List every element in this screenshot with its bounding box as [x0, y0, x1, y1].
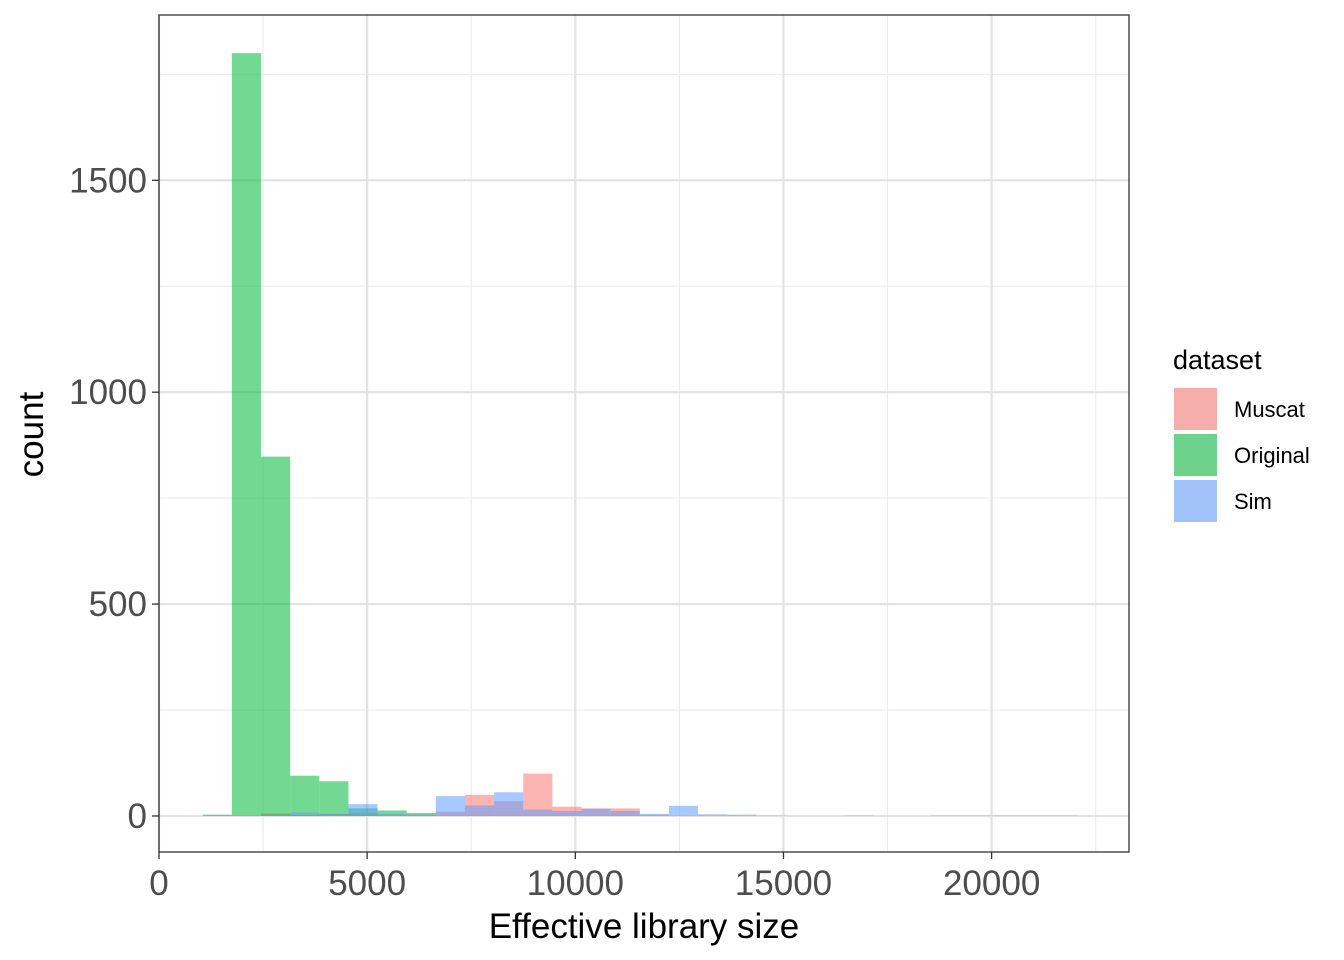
grid-minor — [159, 15, 1129, 852]
legend-swatch — [1174, 434, 1217, 476]
bar-original — [377, 810, 407, 816]
series-original — [202, 53, 436, 816]
bar-sim — [348, 804, 378, 816]
bar-muscat — [523, 773, 553, 816]
legend-item-original: Original — [1174, 434, 1310, 476]
y-axis-title: count — [12, 391, 51, 477]
bar-sim — [727, 814, 757, 816]
bar-sim — [639, 813, 669, 816]
series-sim — [290, 792, 1077, 816]
x-tick-label: 5000 — [328, 864, 406, 903]
legend: dataset Muscat Original Sim — [1173, 345, 1310, 522]
x-axis: 0 5000 10000 15000 20000 — [149, 852, 1040, 903]
legend-swatch — [1174, 388, 1217, 430]
bar-sim — [610, 810, 640, 816]
y-tick-label: 500 — [89, 585, 147, 624]
legend-label: Original — [1234, 443, 1310, 468]
bar-sim — [406, 814, 436, 816]
bar-sim — [552, 810, 582, 816]
histogram-bars — [202, 53, 1077, 816]
legend-label: Muscat — [1234, 397, 1305, 422]
legend-title: dataset — [1173, 345, 1262, 375]
bar-sim — [464, 805, 495, 816]
bar-original — [231, 53, 261, 816]
bar-sim — [494, 792, 524, 816]
x-tick-label: 10000 — [527, 864, 624, 903]
bar-sim — [435, 796, 465, 816]
bar-sim — [668, 805, 699, 816]
y-tick-label: 1000 — [69, 373, 147, 412]
bar-original — [260, 456, 291, 816]
bar-original — [290, 775, 320, 816]
grid-major — [157, 15, 1129, 852]
bar-sim — [698, 814, 728, 816]
x-tick-label: 20000 — [943, 864, 1040, 903]
y-tick-label: 0 — [128, 797, 147, 836]
x-tick-label: 0 — [149, 864, 168, 903]
bar-sim — [377, 813, 407, 816]
legend-label: Sim — [1234, 489, 1272, 514]
bar-sim — [581, 808, 611, 816]
legend-item-sim: Sim — [1174, 480, 1272, 522]
x-axis-title: Effective library size — [489, 907, 800, 946]
legend-item-muscat: Muscat — [1174, 388, 1305, 430]
bar-original — [202, 814, 232, 816]
x-tick-label: 15000 — [735, 864, 832, 903]
y-axis: 0 500 1000 1500 — [69, 161, 159, 836]
bar-original — [406, 813, 436, 816]
bar-sim — [319, 813, 349, 816]
bar-original — [319, 781, 349, 816]
bar-sim — [523, 809, 553, 816]
y-tick-label: 1500 — [69, 161, 147, 200]
legend-swatch — [1174, 480, 1217, 522]
bar-sim — [290, 812, 320, 816]
panel-border — [158, 14, 1130, 853]
